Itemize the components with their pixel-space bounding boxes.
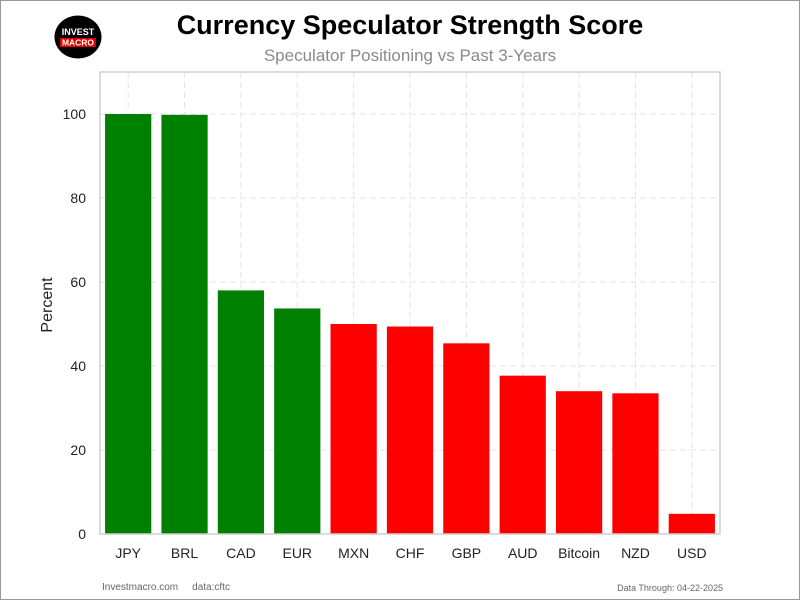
footer-data-through: Data Through: 04-22-2025 — [617, 583, 723, 593]
bar-cad — [217, 290, 265, 534]
chart-title: Currency Speculator Strength Score — [176, 10, 644, 40]
bar-gbp — [443, 343, 490, 534]
y-tick-label: 60 — [70, 274, 86, 290]
y-tick-label: 20 — [70, 442, 86, 458]
footer-site: Investmacro.com — [102, 582, 179, 593]
y-tick-label: 80 — [70, 190, 86, 206]
y-tick-label: 100 — [63, 106, 87, 122]
bar-nzd — [612, 393, 659, 534]
logo-line2: MACRO — [62, 38, 94, 48]
bar-mxn — [330, 324, 377, 534]
bar-eur — [274, 308, 321, 534]
x-tick-label: CHF — [396, 545, 425, 561]
footer-sources: Investmacro.com data:cftc — [102, 582, 230, 593]
bar-brl — [161, 114, 208, 534]
bars — [105, 114, 715, 534]
bar-aud — [499, 375, 546, 534]
bar-jpy — [105, 114, 152, 534]
footer-source: data:cftc — [192, 582, 230, 593]
logo-line1: INVEST — [62, 27, 95, 37]
x-tick-label: MXN — [338, 545, 369, 561]
y-axis-label: Percent — [39, 277, 56, 333]
bar-chf — [386, 326, 434, 534]
y-tick-label: 40 — [70, 358, 86, 374]
x-tick-label: USD — [677, 545, 707, 561]
y-tick-label: 0 — [78, 526, 86, 542]
investmacro-logo: INVEST MACRO — [54, 15, 102, 59]
bar-bitcoin — [555, 391, 603, 534]
x-tick-label: NZD — [621, 545, 650, 561]
x-tick-label: CAD — [226, 545, 256, 561]
x-tick-label: JPY — [115, 545, 141, 561]
plot-area — [99, 71, 721, 535]
x-tick-label: AUD — [508, 545, 538, 561]
x-tick-label: GBP — [452, 545, 482, 561]
x-tick-label: Bitcoin — [558, 545, 600, 561]
tick-labels: 0 20 40 60 80 100 JPY BRL CAD EUR MXN CHF GBP AUD Bitc… — [63, 106, 707, 561]
bar-usd — [668, 513, 715, 534]
chart-subtitle: Speculator Positioning vs Past 3-Years — [263, 46, 557, 65]
x-tick-label: BRL — [171, 545, 198, 561]
x-tick-label: EUR — [282, 545, 312, 561]
